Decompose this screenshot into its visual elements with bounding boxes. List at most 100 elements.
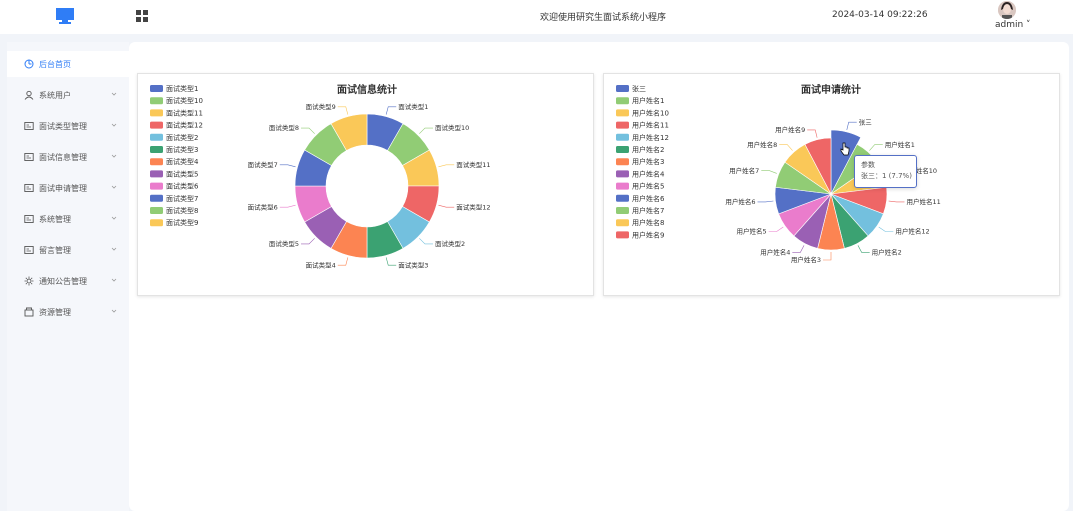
legend-swatch[interactable] bbox=[150, 121, 163, 129]
legend-label[interactable]: 用户姓名9 bbox=[632, 230, 664, 239]
legend-swatch[interactable] bbox=[150, 182, 163, 190]
legend-swatch[interactable] bbox=[150, 146, 163, 153]
legend-label[interactable]: 面试类型4 bbox=[166, 157, 199, 166]
label-line bbox=[419, 238, 433, 245]
legend-swatch[interactable] bbox=[150, 207, 163, 214]
legend-label[interactable]: 用户姓名6 bbox=[632, 194, 665, 203]
legend-swatch[interactable] bbox=[616, 194, 629, 202]
slice-label: 张三 bbox=[859, 117, 873, 126]
pie-slice[interactable] bbox=[804, 137, 832, 195]
list-icon bbox=[7, 245, 39, 255]
label-line bbox=[857, 245, 870, 253]
slice-label: 面试类型8 bbox=[269, 123, 299, 132]
legend-swatch[interactable] bbox=[150, 194, 163, 202]
legend-label[interactable]: 用户姓名3 bbox=[632, 157, 664, 166]
legend-label[interactable]: 面试类型12 bbox=[166, 121, 203, 130]
chevron-down-icon bbox=[111, 247, 117, 251]
legend-label[interactable]: 面试类型3 bbox=[166, 145, 198, 154]
legend-label[interactable]: 面试类型6 bbox=[166, 182, 199, 191]
interview-info-chart-panel: 面试信息统计 面试类型1 面试类型10 面试类型11 面试类型12 面试类型2 面试类型3 面… bbox=[137, 73, 594, 296]
sidebar-item-4[interactable]: 面试申请管理 bbox=[7, 175, 129, 201]
avatar-image-icon bbox=[998, 1, 1016, 19]
sidebar-item-1[interactable]: 系统用户 bbox=[7, 82, 129, 108]
legend-label[interactable]: 用户姓名2 bbox=[632, 145, 664, 154]
label-line bbox=[438, 204, 455, 208]
sidebar-item-7[interactable]: 通知公告管理 bbox=[7, 268, 129, 294]
sidebar-item-label: 通知公告管理 bbox=[39, 276, 87, 286]
top-bar: 欢迎使用研究生面试系统小程序 2024-03-14 09:22:26 admin… bbox=[0, 0, 1073, 34]
list-icon bbox=[7, 214, 39, 224]
legend-swatch[interactable] bbox=[616, 121, 629, 129]
legend-swatch[interactable] bbox=[616, 85, 629, 92]
legend-swatch[interactable] bbox=[616, 170, 629, 178]
slice-label: 面试类型4 bbox=[306, 260, 336, 269]
slice-label: 面试类型5 bbox=[269, 239, 299, 248]
legend-swatch[interactable] bbox=[616, 207, 629, 214]
legend-swatch[interactable] bbox=[616, 219, 629, 227]
sidebar-item-5[interactable]: 系统管理 bbox=[7, 206, 129, 232]
legend-label[interactable]: 用户姓名10 bbox=[632, 108, 669, 117]
legend-label[interactable]: 用户姓名12 bbox=[632, 133, 669, 142]
avatar[interactable] bbox=[998, 1, 1016, 19]
chevron-down-icon bbox=[111, 92, 117, 96]
legend-swatch[interactable] bbox=[150, 219, 163, 227]
slice-label: 面试类型11 bbox=[456, 160, 490, 169]
legend-label[interactable]: 用户姓名5 bbox=[632, 182, 664, 191]
pie-slice[interactable] bbox=[830, 129, 862, 195]
legend-swatch[interactable] bbox=[616, 158, 629, 166]
legend-label[interactable]: 面试类型11 bbox=[166, 108, 203, 117]
user-menu[interactable]: admin ˅ bbox=[995, 20, 1031, 30]
legend-label[interactable]: 用户姓名7 bbox=[632, 206, 664, 215]
label-line bbox=[279, 164, 296, 168]
legend-swatch[interactable] bbox=[616, 97, 629, 105]
legend-swatch[interactable] bbox=[150, 133, 163, 141]
legend-label[interactable]: 面试类型1 bbox=[166, 84, 198, 93]
monitor-logo-icon[interactable] bbox=[56, 8, 74, 24]
tooltip-value: 张三：1 (7.7%) bbox=[861, 172, 912, 180]
sidebar-item-label: 系统管理 bbox=[39, 214, 71, 224]
legend-swatch[interactable] bbox=[150, 158, 163, 166]
legend-label[interactable]: 面试类型9 bbox=[166, 218, 198, 227]
legend-label[interactable]: 面试类型8 bbox=[166, 206, 198, 215]
sidebar-item-6[interactable]: 留言管理 bbox=[7, 237, 129, 263]
label-line bbox=[337, 257, 349, 266]
label-line bbox=[878, 226, 894, 232]
chevron-down-icon bbox=[111, 154, 117, 158]
sidebar-item-3[interactable]: 面试信息管理 bbox=[7, 144, 129, 170]
legend-label[interactable]: 用户姓名4 bbox=[632, 169, 665, 178]
legend-label[interactable]: 面试类型2 bbox=[166, 133, 198, 142]
sidebar-item-2[interactable]: 面试类型管理 bbox=[7, 113, 129, 139]
label-line bbox=[279, 204, 296, 208]
legend-label[interactable]: 面试类型10 bbox=[166, 96, 203, 105]
sidebar-item-label: 面试申请管理 bbox=[39, 183, 87, 193]
legend-label[interactable]: 面试类型7 bbox=[166, 194, 198, 203]
slice-label: 用户姓名12 bbox=[895, 227, 929, 236]
apps-grid-icon[interactable] bbox=[136, 10, 148, 22]
slice-label: 用户姓名7 bbox=[729, 166, 759, 175]
legend-swatch[interactable] bbox=[150, 109, 163, 117]
slice-label: 用户姓名6 bbox=[725, 197, 755, 206]
legend-swatch[interactable] bbox=[616, 231, 629, 239]
legend-label[interactable]: 用户姓名8 bbox=[632, 218, 664, 227]
sidebar-item-label: 面试类型管理 bbox=[39, 121, 87, 131]
legend-swatch[interactable] bbox=[150, 97, 163, 105]
chevron-down-icon bbox=[111, 216, 117, 220]
label-line bbox=[779, 144, 793, 151]
legend-swatch[interactable] bbox=[150, 170, 163, 178]
legend-swatch[interactable] bbox=[616, 133, 629, 141]
legend-swatch[interactable] bbox=[616, 109, 629, 117]
legend-swatch[interactable] bbox=[616, 146, 629, 153]
label-line bbox=[385, 106, 397, 115]
sun-icon bbox=[7, 276, 39, 286]
legend-swatch[interactable] bbox=[616, 182, 629, 190]
legend-label[interactable]: 用户姓名1 bbox=[632, 96, 664, 105]
pie-slice[interactable] bbox=[330, 113, 368, 151]
sidebar-item-0[interactable]: 后台首页 bbox=[7, 51, 129, 77]
chevron-down-icon bbox=[111, 309, 117, 313]
sidebar-item-8[interactable]: 资源管理 bbox=[7, 299, 129, 325]
legend-label[interactable]: 面试类型5 bbox=[166, 169, 198, 178]
label-line bbox=[419, 127, 433, 134]
legend-label[interactable]: 用户姓名11 bbox=[632, 121, 669, 130]
legend-label[interactable]: 张三 bbox=[632, 84, 646, 93]
legend-swatch[interactable] bbox=[150, 85, 163, 92]
